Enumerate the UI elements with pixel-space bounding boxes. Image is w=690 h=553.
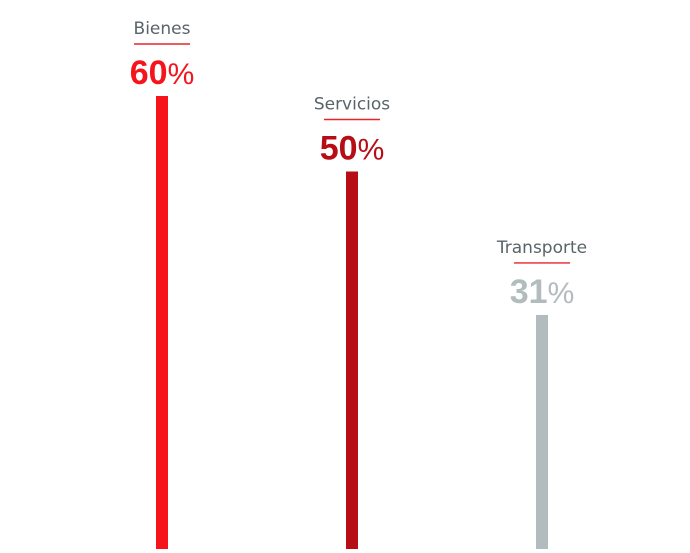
value-number-transporte: 31 (510, 273, 548, 311)
category-label-bienes: Bienes (134, 19, 191, 39)
value-unit-servicios: % (358, 134, 385, 167)
value-label-bienes: 60% (130, 54, 195, 92)
bar-servicios (346, 171, 358, 549)
value-label-transporte: 31% (510, 273, 575, 311)
value-unit-transporte: % (548, 277, 575, 310)
category-label-transporte: Transporte (496, 238, 587, 258)
value-label-servicios: 50% (320, 130, 385, 168)
bar-transporte (536, 314, 548, 549)
value-number-servicios: 50 (320, 130, 358, 168)
category-label-servicios: Servicios (314, 95, 390, 115)
bar-bienes (156, 96, 168, 549)
value-unit-bienes: % (168, 58, 195, 91)
value-number-bienes: 60 (130, 54, 168, 92)
